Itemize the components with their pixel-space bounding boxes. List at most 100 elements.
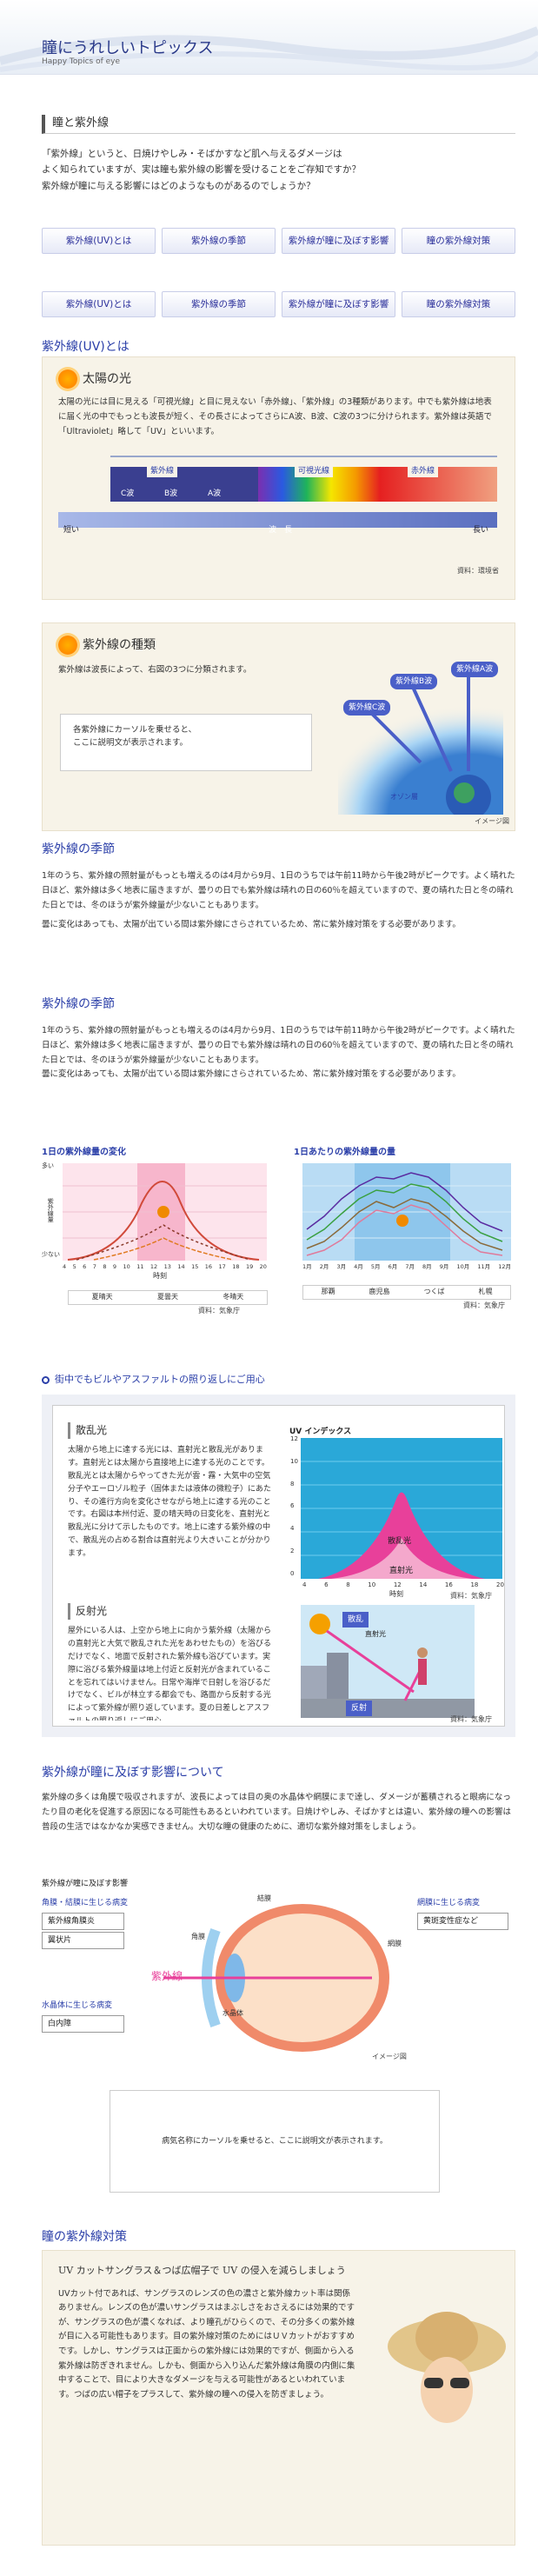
legend-sapporo: 札幌: [478, 1288, 493, 1295]
eye-diagram-note: イメージ図: [372, 2053, 407, 2060]
disease-pterygium[interactable]: 翼状片: [42, 1932, 124, 1950]
uva-label[interactable]: 紫外線A波: [451, 662, 499, 678]
uvindex-x-ticks: 4 6 8 10 12 14 16 18 20: [302, 1581, 504, 1590]
chart2-legend: 那覇 鹿児島 つくば 札幌: [302, 1285, 511, 1300]
scatter-text: 太陽から地上に達する光には、直射光と散乱光があります。直射光とは太陽から直接地上…: [68, 1446, 272, 1558]
scatter-title: 散乱光: [68, 1422, 276, 1440]
reflected-source: 資料：気象庁: [450, 1715, 492, 1723]
chart2-x-tick: 8月: [422, 1263, 432, 1270]
label-uv: 紫外線: [151, 1970, 183, 1982]
uvindex-x-tick: 18: [470, 1581, 479, 1588]
scatter-light-label: 散乱: [342, 1612, 369, 1628]
tab-effect-2[interactable]: 紫外線が瞳に及ぼす影響: [282, 291, 395, 317]
chart1-xlabel: 時刻: [153, 1272, 167, 1280]
intro-text: 「紫外線」というと、日焼けやしみ・そばかすなど肌へ与えるダメージは よく知られて…: [42, 149, 361, 191]
uvindex-y-ticks: 12 10 8 6 4 2 0: [290, 1434, 298, 1579]
uv-types-title: 紫外線の種類: [83, 638, 156, 652]
chart1-x-tick: 10: [123, 1263, 130, 1270]
chart1-x-tick: 16: [204, 1263, 213, 1270]
reflect-light-label: 反射: [346, 1701, 373, 1717]
uvindex-y-tick: 4: [290, 1525, 295, 1533]
season-section-1: 紫外線の季節 1年のうち、紫外線の照射量がもっとも増えるのは4月から9月、1日の…: [42, 840, 515, 933]
chart1-source: 資料：気象庁: [198, 1307, 240, 1315]
tab-uv-2[interactable]: 紫外線(UV)とは: [42, 291, 156, 317]
protect-title: UV カットサングラス＆つば広帽子で UV の侵入を減らしましょう: [58, 2265, 346, 2276]
chart1-x-tick: 12: [149, 1263, 158, 1270]
b-wave-label: B波: [164, 489, 178, 498]
uvindex-x-tick: 20: [496, 1581, 504, 1588]
tab-effect[interactable]: 紫外線が瞳に及ぼす影響: [282, 228, 395, 254]
sun-icon: [58, 369, 77, 389]
earth-ozone-diagram: [338, 667, 503, 815]
legend-summer-clear: 夏晴天: [91, 1293, 113, 1301]
ozone-label: オゾン層: [390, 793, 418, 801]
effect-heading: 紫外線が瞳に及ぼす影響について: [42, 1766, 224, 1780]
protect-heading: 瞳の紫外線対策: [42, 2230, 127, 2244]
band-uv-label: 紫外線: [147, 465, 178, 478]
chart2-x-tick: 10月: [456, 1263, 470, 1270]
chart1-y-low: 少ない: [42, 1251, 60, 1258]
chart2-x-tick: 4月: [354, 1263, 363, 1270]
uvindex-x-tick: 12: [393, 1581, 402, 1588]
uv-types-hint-box: 各紫外線にカーソルを乗せると、 ここに説明文が表示されます。: [60, 714, 312, 771]
uvindex-x-tick: 14: [419, 1581, 428, 1588]
chart2-x-tick: 7月: [405, 1263, 415, 1270]
chart1-x-tick: 13: [163, 1263, 171, 1270]
hat-sunglasses-illustration: [388, 2312, 506, 2423]
chart1-x-tick: 15: [191, 1263, 199, 1270]
chart2-x-tick: 5月: [370, 1263, 381, 1270]
tab-protect[interactable]: 瞳の紫外線対策: [402, 228, 515, 254]
season-heading: 紫外線の季節: [42, 842, 115, 856]
chart2-x-tick: 12月: [498, 1263, 511, 1270]
wave-short-label: 短い: [63, 526, 80, 535]
uvb-label[interactable]: 紫外線B波: [390, 674, 438, 690]
reflection-illustration: [301, 1605, 475, 1718]
uv-types-note: イメージ図: [475, 817, 509, 825]
disease-hint-box: 病気名称にカーソルを乗せると、ここに説明文が表示されます。: [110, 2090, 440, 2193]
disease-macular[interactable]: 黄斑変性症など: [417, 1913, 508, 1931]
uvindex-y-tick: 12: [290, 1435, 298, 1442]
group-cornea-title: 角膜・結膜に生じる病変: [42, 1899, 129, 1907]
reflect-panel: 散乱光 太陽から地上に達する光には、直射光と散乱光があります。直射光とは太陽から…: [42, 1395, 515, 1737]
reflected-text: 屋外にいる人は、上空から地上に向かう紫外線（太陽からの直射光と大気で散乱された光…: [68, 1627, 272, 1721]
uvindex-x-tick: 8: [346, 1581, 350, 1588]
tab-nav-second: 紫外線(UV)とは 紫外線の季節 紫外線が瞳に及ぼす影響 瞳の紫外線対策: [42, 291, 515, 317]
chart1-x-tick: 20: [259, 1263, 267, 1270]
tab-season-2[interactable]: 紫外線の季節: [162, 291, 276, 317]
chart2-x-tick: 6月: [388, 1263, 398, 1270]
group-retina-title: 網膜に生じる病変: [417, 1899, 481, 1907]
uvindex-y-tick: 8: [290, 1480, 295, 1488]
a-wave-label: A波: [208, 489, 222, 498]
disease-cataract[interactable]: 白内障: [42, 2015, 124, 2034]
season-text-2: 曇に変化はあっても、太陽が出ている間は紫外線にさらされているため、常に紫外線対策…: [42, 920, 461, 930]
chart1-daily-uv: [63, 1163, 267, 1261]
label-retina: 網膜: [388, 1940, 402, 1947]
chart1-x-ticks: 4 5 6 7 8 9 10 11 12 13 14 15 16 17 18 19 20: [63, 1262, 267, 1271]
uvindex-x-tick: 16: [444, 1581, 453, 1588]
chart2-source: 資料：気象庁: [463, 1301, 505, 1309]
uvindex-y-tick: 10: [290, 1457, 298, 1465]
band-ir-label: 赤外線: [408, 465, 439, 478]
tab-protect-2[interactable]: 瞳の紫外線対策: [402, 291, 515, 317]
tab-nav-top: 紫外線(UV)とは 紫外線の季節 紫外線が瞳に及ぼす影響 瞳の紫外線対策: [42, 228, 515, 254]
tab-season[interactable]: 紫外線の季節: [162, 228, 276, 254]
disease-keratitis[interactable]: 紫外線角膜炎: [42, 1913, 124, 1931]
uvindex-xlabel: 時刻: [389, 1590, 403, 1598]
sunlight-source: 資料：環境省: [457, 567, 499, 575]
legend-kagoshima: 鹿児島: [369, 1288, 390, 1295]
protect-text: UVカット付であれば、サングラスのレンズの色の濃さと紫外線カット率は関係ありませ…: [58, 2288, 355, 2400]
legend-naha: 那覇: [321, 1288, 335, 1295]
c-wave-label: C波: [121, 489, 135, 498]
uvc-label[interactable]: 紫外線C波: [343, 700, 391, 716]
wave-long-label: 長い: [473, 526, 489, 535]
eye-diagram-title: 紫外線が瞳に及ぼす影響: [42, 1880, 129, 1888]
page-title: 瞳にうれしいトピックス: [42, 39, 214, 57]
season-section-2: 紫外線の季節 1年のうち、紫外線の照射量がもっとも増えるのは4月から9月、1日の…: [42, 995, 515, 1082]
chart2-x-tick: 2月: [319, 1263, 329, 1270]
legend-summer-cloudy: 夏曇天: [156, 1293, 178, 1301]
uvindex-scattered-label: 散乱光: [388, 1537, 412, 1546]
protect-panel: UV カットサングラス＆つば広帽子で UV の侵入を減らしましょう UVカット付…: [42, 2250, 515, 2546]
uv-heading: 紫外線(UV)とは: [42, 340, 130, 354]
tab-uv[interactable]: 紫外線(UV)とは: [42, 228, 156, 254]
